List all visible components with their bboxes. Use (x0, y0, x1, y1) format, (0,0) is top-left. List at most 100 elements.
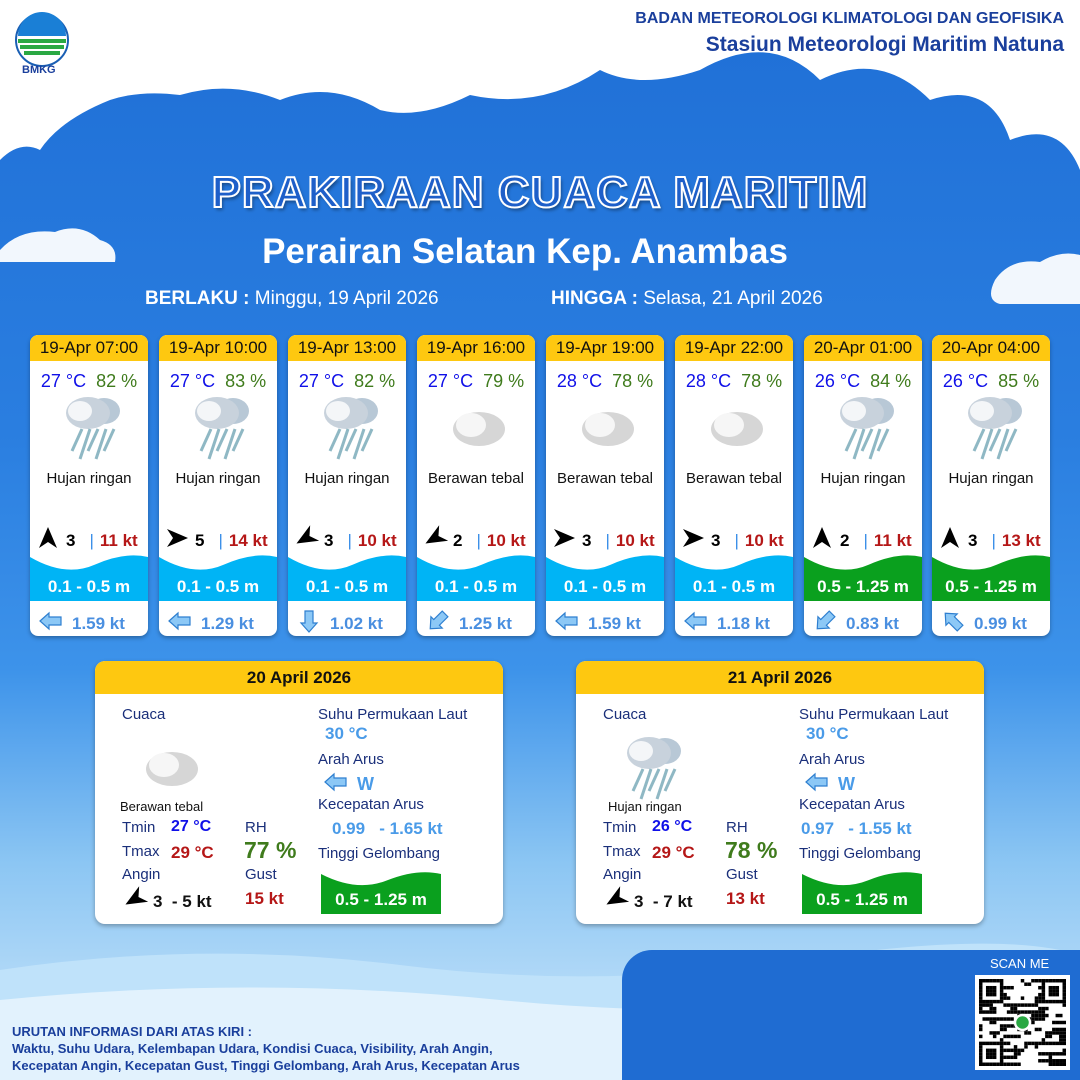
wind-direction-icon (36, 526, 60, 555)
humidity: 82 % (354, 371, 396, 391)
humidity: 83 % (225, 371, 267, 391)
tmax-label: Tmax (603, 843, 641, 860)
forecast-card: 19-Apr 22:00 28 °C 78 % Berawan tebal 3 | 1… (675, 335, 793, 636)
current-direction-icon (940, 608, 966, 636)
weather-label: Cuaca (603, 706, 647, 723)
wave-height: 0.1 - 0.5 m (546, 549, 664, 601)
wind-direction-icon (165, 526, 189, 555)
rh-value: 77 % (244, 837, 297, 863)
forecast-time: 20-Apr 01:00 (804, 335, 922, 361)
gust-speed: 10 kt (615, 530, 655, 550)
current-speed: 1.25 kt (459, 613, 512, 633)
humidity: 82 % (96, 371, 138, 391)
current-speed: 1.29 kt (201, 613, 254, 633)
weather-desc: Berawan tebal (120, 799, 204, 814)
wind-speed: 5 (195, 530, 205, 550)
rh-label: RH (245, 819, 267, 836)
separator: | (991, 530, 996, 550)
area-subtitle: Perairan Selatan Kep. Anambas (262, 232, 788, 271)
gust-speed: 10 kt (486, 530, 526, 550)
wave-height: 0.1 - 0.5 m (30, 549, 148, 601)
wave-label: Tinggi Gelombang (799, 845, 922, 862)
temperature: 27 °C (427, 371, 474, 391)
forecast-time: 19-Apr 22:00 (675, 335, 793, 361)
current-row: 1.59 kt (554, 608, 641, 636)
tmax-value: 29 °C (652, 843, 695, 862)
separator: | (605, 530, 610, 550)
tmax-value: 29 °C (171, 843, 214, 862)
station-name: Stasiun Meteorologi Maritim Natuna (705, 33, 1064, 56)
separator: | (218, 530, 223, 550)
daily-wind: 3 - 5 kt (123, 886, 212, 916)
wave-height-value: 0.1 - 0.5 m (692, 577, 776, 596)
cloud-icon (140, 733, 202, 806)
temp-rh-row: 27 °C 82 % (30, 371, 148, 392)
wind-row: 2 | 10 kt (423, 525, 533, 555)
gust-speed: 10 kt (744, 530, 784, 550)
wind-direction-icon (423, 525, 449, 555)
gust-speed: 14 kt (228, 530, 268, 550)
temp-rh-row: 27 °C 83 % (159, 371, 277, 392)
tmax-label: Tmax (122, 843, 160, 860)
separator: | (347, 530, 352, 550)
current-speed-value: 0.99 - 1.65 kt (332, 819, 443, 838)
temperature: 28 °C (556, 371, 603, 391)
temperature: 28 °C (685, 371, 732, 391)
separator: | (734, 530, 739, 550)
rain-cloud-icon (318, 393, 380, 461)
daily-date: 20 April 2026 (95, 661, 503, 694)
current-speed: 1.18 kt (717, 613, 770, 633)
temp-rh-row: 27 °C 82 % (288, 371, 406, 392)
current-direction-icon (554, 608, 580, 636)
wind-direction-icon (123, 886, 149, 916)
wave-height-value: 0.1 - 0.5 m (434, 577, 518, 596)
wind-value: 3 - 7 kt (634, 891, 693, 911)
forecast-card: 19-Apr 10:00 27 °C 83 % Hujan ringan 5 | 14… (159, 335, 277, 636)
wave-height-value: 0.5 - 1.25 m (335, 890, 427, 909)
sst-label: Suhu Permukaan Laut (799, 706, 949, 723)
forecast-card: 20-Apr 04:00 26 °C 85 % Hujan ringan 3 | 13… (932, 335, 1050, 636)
rain-cloud-icon (962, 393, 1024, 461)
current-row: 1.18 kt (683, 608, 770, 636)
current-row: 0.99 kt (940, 608, 1027, 636)
cloud-icon (705, 393, 767, 461)
temperature: 26 °C (942, 371, 989, 391)
current-speed: 1.02 kt (330, 613, 383, 633)
wave-height: 0.5 - 1.25 m (932, 549, 1050, 601)
footer-line1: Waktu, Suhu Udara, Kelembapan Udara, Kon… (12, 1041, 493, 1056)
current-direction-icon (296, 608, 322, 636)
current-speed-value: 0.97 - 1.55 kt (801, 819, 912, 838)
forecast-time: 19-Apr 16:00 (417, 335, 535, 361)
current-speed-label: Kecepatan Arus (799, 796, 905, 813)
wind-speed: 3 (66, 530, 76, 550)
separator: | (89, 530, 94, 550)
gust-value: 15 kt (245, 889, 284, 908)
gust-value: 13 kt (726, 889, 765, 908)
current-direction-icon (38, 608, 64, 636)
temp-rh-row: 28 °C 78 % (546, 371, 664, 392)
wave-height: 0.5 - 1.25 m (321, 866, 441, 914)
sst-value: 30 °C (806, 724, 849, 743)
temp-rh-row: 28 °C 78 % (675, 371, 793, 392)
valid-from-label: BERLAKU : (145, 288, 250, 309)
wave-height: 0.1 - 0.5 m (288, 549, 406, 601)
current-dir-label: Arah Arus (318, 751, 384, 768)
current-direction-icon (167, 608, 193, 636)
wave-height: 0.5 - 1.25 m (804, 549, 922, 601)
qr-code[interactable] (975, 975, 1070, 1070)
footer-line2: Kecepatan Angin, Kecepatan Gust, Tinggi … (12, 1058, 520, 1073)
rh-label: RH (726, 819, 748, 836)
sst-label: Suhu Permukaan Laut (318, 706, 468, 723)
weather-desc: Berawan tebal (557, 470, 653, 487)
temperature: 27 °C (298, 371, 345, 391)
valid-from: BERLAKU : Minggu, 19 April 2026 (145, 288, 439, 310)
weather-desc: Hujan ringan (608, 799, 682, 814)
current-dir: W (804, 769, 855, 800)
page-title: PRAKIRAAN CUACA MARITIM (211, 167, 869, 218)
cloud-icon (576, 393, 638, 461)
current-dir-label: Arah Arus (799, 751, 865, 768)
wind-speed: 3 (582, 530, 592, 550)
current-direction-icon (812, 608, 838, 636)
wave-height: 0.1 - 0.5 m (159, 549, 277, 601)
current-dir-value: W (838, 774, 855, 794)
